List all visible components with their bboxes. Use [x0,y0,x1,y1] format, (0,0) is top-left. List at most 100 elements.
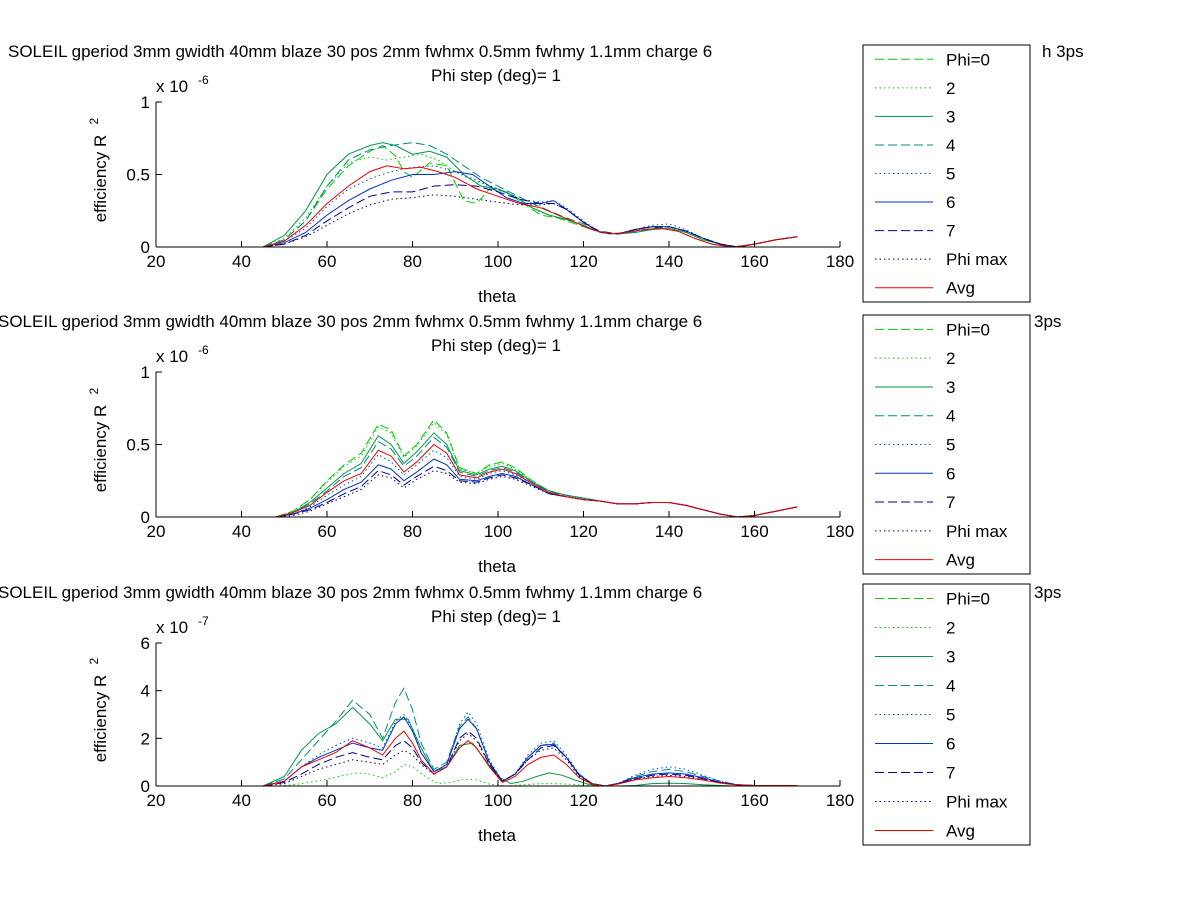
subplot-3: 20 40 60 80 100 120 140 160 180 0 2 4 6 x 10 -7 theta ef… [0,583,1061,846]
x-tick-label: 20 [147,791,166,810]
legend-entry: 4 [946,136,955,155]
chart-title-tail: h 3ps [1042,42,1084,61]
y-tick-label: 1 [141,363,150,382]
series-line-8 [198,470,798,518]
y-tick-label: 4 [141,682,150,701]
chart-subtitle: Phi step (deg)= 1 [431,66,561,85]
legend-entry: 5 [946,165,955,184]
x-tick-label: 160 [740,252,768,271]
chart-subtitle: Phi step (deg)= 1 [431,607,561,626]
plot-area [156,643,840,786]
y-tick-label: 0 [141,238,150,257]
x-tick-label: 180 [826,522,854,541]
legend: Phi=0 2 3 4 5 6 7 Phi max Avg [862,44,1031,303]
legend-box [862,314,1031,575]
y-tick-label: 0.5 [126,166,150,185]
x-tick-label: 160 [740,791,768,810]
x-tick-label: 60 [318,522,337,541]
legend-entry: Avg [946,279,975,298]
y-axis-label-group: efficiency R 2 [87,118,110,223]
y-tick-label: 0 [141,508,150,527]
legend-entry: 7 [946,493,955,512]
y-axis-label-group: efficiency R 2 [87,658,110,763]
x-tick-label: 80 [403,791,422,810]
series-line-7 [198,730,798,787]
legend-entry: 6 [946,193,955,212]
legend-entry: 7 [946,764,955,783]
x-tick-label: 40 [232,522,251,541]
legend-entry: 7 [946,222,955,241]
x-tick-label: 20 [147,522,166,541]
x-tick-label: 100 [484,791,512,810]
x-axis-label: theta [478,557,516,576]
chart-subtitle: Phi step (deg)= 1 [431,336,561,355]
axis-exponent: x 10 [156,347,188,366]
legend-entry: 3 [946,378,955,397]
legend-entry: Phi max [946,250,1008,269]
x-tick-label: 60 [318,791,337,810]
y-tick-label: 6 [141,634,150,653]
y-axis-label: efficiency R [91,405,110,493]
legend-entry: Phi=0 [946,590,990,609]
x-tick-label: 120 [569,252,597,271]
legend-entry: Phi max [946,793,1008,812]
legend-entry: Phi max [946,522,1008,541]
legend-entry: 3 [946,648,955,667]
series-line-5 [198,711,798,787]
x-tick-label: 140 [655,252,683,271]
legend: Phi=0 2 3 4 5 6 7 Phi max Avg [862,314,1031,575]
x-tick-label: 140 [655,791,683,810]
series-line-7 [198,184,798,248]
series-line-3 [198,706,798,787]
axis-exponent: x 10 [156,77,188,96]
chart-title: SOLEIL gperiod 3mm gwidth 40mm blaze 30 … [0,583,702,602]
legend-entry: 2 [946,619,955,638]
chart-title-tail: 3ps [1034,312,1061,331]
y-tick-label: 2 [141,729,150,748]
y-axis-label: efficiency R [91,135,110,223]
legend-entry: Phi=0 [946,320,990,339]
axis-exponent-power: -6 [198,343,209,357]
series-line-8 [198,732,798,787]
x-tick-label: 100 [484,522,512,541]
legend-entry: Avg [946,822,975,841]
chart-title: SOLEIL gperiod 3mm gwidth 40mm blaze 30 … [8,42,712,61]
y-axis-label-group: efficiency R 2 [87,388,110,493]
legend-entry: 5 [946,706,955,725]
legend-entry: 6 [946,735,955,754]
x-axis-label: theta [478,826,516,845]
legend-entry: Avg [946,551,975,570]
legend-box [862,44,1031,303]
y-tick-label: 1 [141,93,150,112]
x-tick-label: 160 [740,522,768,541]
axis-exponent-power: -7 [198,614,209,628]
x-tick-label: 60 [318,252,337,271]
legend-box [862,583,1031,846]
plot-area [156,102,840,247]
x-axis-label: theta [478,287,516,306]
x-tick-label: 120 [569,522,597,541]
chart-title-tail: 3ps [1034,583,1061,602]
y-axis-label: efficiency R [91,675,110,763]
legend: Phi=0 2 3 4 5 6 7 Phi max Avg [862,583,1031,846]
x-tick-label: 180 [826,791,854,810]
series-line-9 [198,730,798,787]
x-tick-label: 180 [826,252,854,271]
x-tick-label: 80 [403,252,422,271]
subplot-1: 20 40 60 80 100 120 140 160 180 0 0.5 1 x 10 -6 theta e… [8,42,1084,306]
series-line-5 [198,449,798,518]
subplot-2: 20 40 60 80 100 120 140 160 180 0 0.5 1 x 10 -6 theta e… [0,312,1061,576]
chart-title: SOLEIL gperiod 3mm gwidth 40mm blaze 30 … [0,312,702,331]
legend-entry: 3 [946,107,955,126]
x-tick-label: 20 [147,252,166,271]
x-tick-label: 120 [569,791,597,810]
legend-entry: 4 [946,407,955,426]
legend-entry: 6 [946,464,955,483]
y-tick-label: 0.5 [126,436,150,455]
axis-exponent: x 10 [156,618,188,637]
series-line-3 [198,142,798,248]
x-tick-label: 40 [232,791,251,810]
series-line-9 [198,165,798,248]
y-tick-label: 0 [141,777,150,796]
